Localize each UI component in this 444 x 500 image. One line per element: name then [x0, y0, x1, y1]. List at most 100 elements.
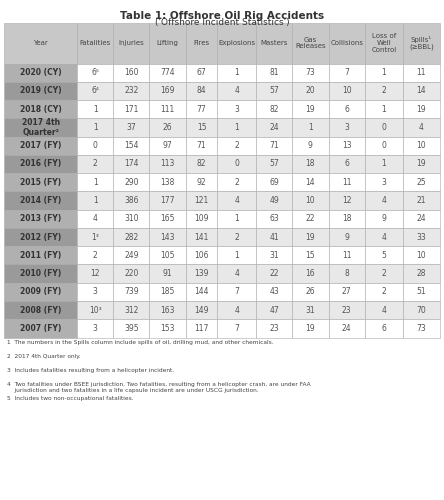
Text: 2: 2: [234, 141, 239, 150]
Text: 26: 26: [305, 288, 315, 296]
Text: 160: 160: [124, 68, 139, 77]
Text: 18: 18: [305, 160, 315, 168]
Text: 149: 149: [194, 306, 209, 314]
Text: 6: 6: [381, 324, 386, 333]
Text: 26: 26: [163, 123, 172, 132]
Text: 43: 43: [269, 288, 279, 296]
Text: 3: 3: [344, 123, 349, 132]
Text: 82: 82: [270, 104, 279, 114]
Text: 2015 (FY): 2015 (FY): [20, 178, 61, 186]
Text: 0: 0: [93, 141, 98, 150]
Text: 4: 4: [381, 306, 386, 314]
Text: 6: 6: [344, 160, 349, 168]
Text: 14: 14: [416, 86, 426, 96]
Text: 6⁵: 6⁵: [91, 68, 99, 77]
Text: 57: 57: [269, 160, 279, 168]
Text: 2018 (CY): 2018 (CY): [20, 104, 62, 114]
Text: Gas
Releases: Gas Releases: [295, 36, 326, 50]
Text: 395: 395: [124, 324, 139, 333]
Text: 24: 24: [342, 324, 352, 333]
Text: 3: 3: [93, 288, 98, 296]
Text: 2014 (FY): 2014 (FY): [20, 196, 61, 205]
Text: Loss of
Well
Control: Loss of Well Control: [372, 33, 396, 53]
Text: 290: 290: [124, 178, 139, 186]
Text: 165: 165: [160, 214, 175, 224]
Text: 82: 82: [197, 160, 206, 168]
Text: 11: 11: [342, 251, 351, 260]
Text: 15: 15: [305, 251, 315, 260]
Text: Explosions: Explosions: [218, 40, 255, 46]
Text: 22: 22: [305, 214, 315, 224]
Text: 1: 1: [93, 104, 98, 114]
Text: 2010 (FY): 2010 (FY): [20, 269, 61, 278]
Text: 121: 121: [194, 196, 209, 205]
Text: Fatalities: Fatalities: [79, 40, 111, 46]
Text: 73: 73: [305, 68, 315, 77]
Text: 282: 282: [124, 232, 139, 241]
Text: 0: 0: [234, 160, 239, 168]
Text: 774: 774: [160, 68, 175, 77]
Text: 19: 19: [305, 232, 315, 241]
Text: 143: 143: [160, 232, 175, 241]
Text: 22: 22: [270, 269, 279, 278]
Text: 2009 (FY): 2009 (FY): [20, 288, 61, 296]
Text: 2: 2: [382, 288, 386, 296]
Text: 2: 2: [382, 86, 386, 96]
Text: 144: 144: [194, 288, 209, 296]
Text: 2: 2: [234, 178, 239, 186]
Text: 2013 (FY): 2013 (FY): [20, 214, 61, 224]
Text: 177: 177: [160, 196, 175, 205]
Text: 20: 20: [305, 86, 315, 96]
Text: 106: 106: [194, 251, 209, 260]
Text: 174: 174: [124, 160, 139, 168]
Text: 13: 13: [342, 141, 352, 150]
Text: Lifting: Lifting: [157, 40, 178, 46]
Text: 2011 (FY): 2011 (FY): [20, 251, 61, 260]
Text: 19: 19: [416, 160, 426, 168]
Text: 9: 9: [344, 232, 349, 241]
Text: 11: 11: [342, 178, 351, 186]
Text: 171: 171: [124, 104, 139, 114]
Text: 1: 1: [382, 68, 386, 77]
Text: 57: 57: [269, 86, 279, 96]
Text: 1: 1: [234, 68, 239, 77]
Text: 27: 27: [342, 288, 352, 296]
Text: 7: 7: [234, 324, 239, 333]
Text: 92: 92: [197, 178, 206, 186]
Text: 71: 71: [197, 141, 206, 150]
Text: 91: 91: [163, 269, 172, 278]
Text: 3: 3: [93, 324, 98, 333]
Text: 47: 47: [269, 306, 279, 314]
Text: 70: 70: [416, 306, 426, 314]
Text: 24: 24: [270, 123, 279, 132]
Text: 12: 12: [342, 196, 351, 205]
Text: 2019 (CY): 2019 (CY): [20, 86, 62, 96]
Text: 185: 185: [160, 288, 175, 296]
Text: Table 1: Offshore Oil Rig Accidents: Table 1: Offshore Oil Rig Accidents: [120, 11, 324, 21]
Text: Masters: Masters: [261, 40, 288, 46]
Text: 2017 (FY): 2017 (FY): [20, 141, 61, 150]
Text: 113: 113: [160, 160, 175, 168]
Text: 77: 77: [197, 104, 206, 114]
Text: 4: 4: [93, 214, 98, 224]
Text: 1: 1: [308, 123, 313, 132]
Text: Fires: Fires: [194, 40, 210, 46]
Text: 18: 18: [342, 214, 351, 224]
Text: 9: 9: [308, 141, 313, 150]
Text: 24: 24: [416, 214, 426, 224]
Text: 739: 739: [124, 288, 139, 296]
Text: 220: 220: [124, 269, 139, 278]
Text: 117: 117: [194, 324, 209, 333]
Text: 23: 23: [342, 306, 352, 314]
Text: 9: 9: [381, 214, 386, 224]
Text: 232: 232: [124, 86, 139, 96]
Text: 386: 386: [124, 196, 139, 205]
Text: 4: 4: [234, 86, 239, 96]
Text: 2016 (FY): 2016 (FY): [20, 160, 61, 168]
Text: 2: 2: [93, 160, 98, 168]
Text: 1: 1: [93, 178, 98, 186]
Text: 31: 31: [270, 251, 279, 260]
Text: 19: 19: [416, 104, 426, 114]
Text: 5: 5: [381, 251, 386, 260]
Text: 310: 310: [124, 214, 139, 224]
